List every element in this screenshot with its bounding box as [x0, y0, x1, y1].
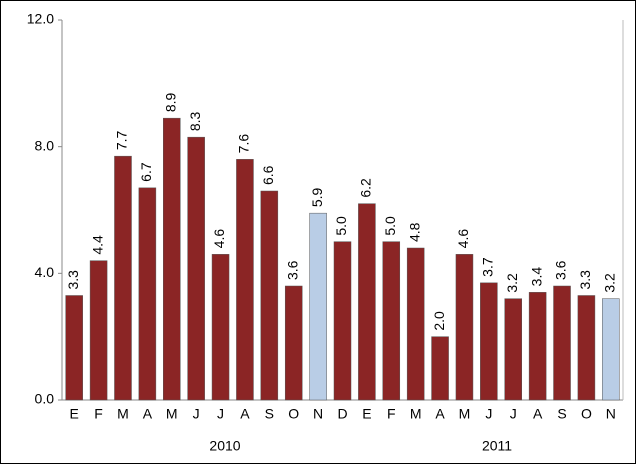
bar — [528, 292, 547, 401]
data-label: 3.6 — [284, 260, 300, 280]
bar — [260, 190, 279, 401]
data-label: 4.6 — [455, 229, 471, 249]
x-tick-label: M — [166, 406, 178, 422]
y-tick-label: 12.0 — [27, 11, 54, 27]
bar — [455, 254, 474, 401]
data-label: 8.3 — [187, 111, 203, 131]
bar — [138, 187, 157, 401]
bar — [163, 117, 181, 401]
bar — [284, 285, 303, 401]
x-tick-label: S — [265, 406, 274, 422]
bar — [211, 254, 230, 401]
bar — [187, 136, 205, 401]
x-tick-label: N — [313, 406, 323, 422]
bar — [65, 295, 83, 401]
data-label: 3.7 — [480, 257, 496, 277]
x-tick-label: O — [288, 406, 299, 422]
data-label: 4.6 — [211, 229, 227, 249]
data-label: 3.2 — [602, 273, 618, 293]
x-tick-label: J — [217, 406, 224, 422]
x-tick-label: J — [485, 406, 492, 422]
data-label: 3.2 — [504, 273, 520, 293]
x-tick-label: M — [410, 406, 422, 422]
data-label: 4.8 — [406, 222, 422, 242]
bar — [602, 298, 620, 401]
data-label: 7.7 — [114, 130, 130, 150]
bar — [358, 203, 376, 401]
x-tick-label: A — [143, 406, 153, 422]
x-tick-label: M — [459, 406, 471, 422]
x-tick-label: A — [533, 406, 543, 422]
data-label: 6.2 — [358, 178, 374, 198]
x-group-label: 2010 — [209, 438, 240, 454]
x-tick-label: E — [362, 406, 371, 422]
y-tick-label: 4.0 — [35, 264, 55, 280]
data-label: 4.4 — [89, 235, 105, 255]
bar — [480, 282, 498, 401]
x-tick-label: J — [510, 406, 517, 422]
data-label: 6.6 — [260, 165, 276, 185]
bar — [333, 241, 352, 401]
data-label: 3.4 — [528, 267, 544, 287]
bar — [89, 260, 108, 401]
bar — [309, 212, 327, 401]
data-label: 3.3 — [65, 270, 81, 290]
x-tick-label: F — [387, 406, 396, 422]
bar — [553, 285, 571, 401]
data-label: 2.0 — [431, 311, 447, 331]
bar — [236, 159, 254, 401]
data-label: 6.7 — [138, 162, 154, 182]
bar — [504, 298, 522, 401]
x-tick-label: N — [606, 406, 616, 422]
x-tick-label: E — [70, 406, 79, 422]
data-label: 5.9 — [309, 187, 325, 207]
data-label: 3.3 — [577, 270, 593, 290]
x-tick-label: J — [193, 406, 200, 422]
x-tick-label: S — [557, 406, 566, 422]
bar — [577, 295, 596, 401]
data-label: 5.0 — [382, 216, 398, 236]
bar — [114, 155, 132, 401]
y-tick-label: 8.0 — [35, 137, 55, 153]
bar — [406, 247, 425, 401]
x-group-label: 2011 — [482, 438, 512, 454]
x-tick-label: F — [94, 406, 103, 422]
y-tick-label: 0.0 — [35, 391, 55, 407]
data-label: 5.0 — [333, 216, 349, 236]
data-label: 7.6 — [236, 134, 252, 154]
bar — [431, 336, 449, 401]
bar — [382, 241, 401, 401]
x-tick-label: A — [240, 406, 250, 422]
data-label: 8.9 — [162, 92, 178, 112]
x-tick-label: O — [581, 406, 592, 422]
x-tick-label: M — [117, 406, 129, 422]
x-tick-label: D — [337, 406, 347, 422]
x-tick-label: A — [435, 406, 445, 422]
data-label: 3.6 — [553, 260, 569, 280]
